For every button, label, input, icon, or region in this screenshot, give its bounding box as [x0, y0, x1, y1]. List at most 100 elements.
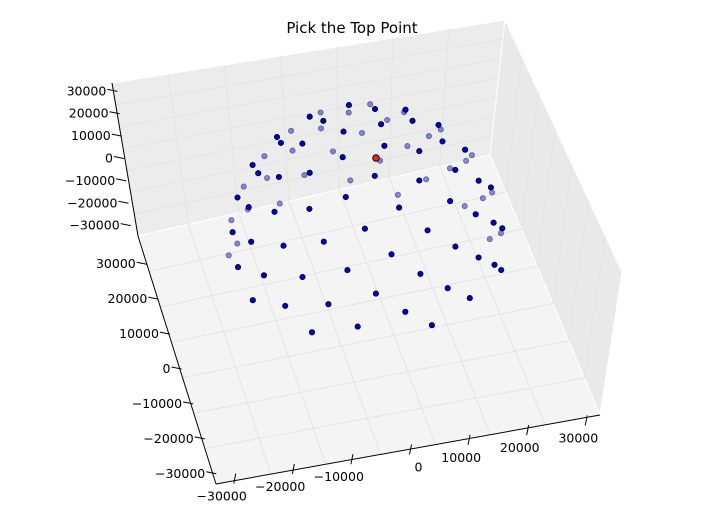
data-point[interactable] [288, 127, 295, 134]
data-point[interactable] [498, 266, 505, 274]
selected-top-point[interactable] [372, 154, 380, 162]
data-point[interactable] [344, 267, 351, 274]
data-point[interactable] [475, 177, 482, 184]
data-point[interactable] [245, 204, 252, 211]
front-axis-tick [148, 296, 159, 300]
data-point[interactable] [462, 146, 469, 153]
data-point[interactable] [248, 238, 255, 245]
data-point[interactable] [276, 200, 283, 207]
data-point[interactable] [489, 189, 496, 196]
data-point[interactable] [384, 116, 391, 124]
data-point[interactable] [452, 166, 459, 173]
data-point[interactable] [417, 270, 424, 277]
data-point[interactable] [277, 139, 284, 146]
data-point[interactable] [358, 129, 366, 137]
data-point[interactable] [345, 102, 352, 109]
data-point[interactable] [282, 302, 289, 309]
data-point[interactable] [264, 174, 271, 182]
data-point[interactable] [479, 195, 486, 202]
data-point[interactable] [240, 183, 247, 190]
data-point[interactable] [249, 161, 256, 169]
data-point[interactable] [234, 240, 241, 247]
data-point[interactable] [381, 142, 388, 149]
data-point[interactable] [280, 242, 287, 249]
data-point[interactable] [320, 117, 327, 124]
data-point[interactable] [325, 301, 332, 308]
data-point[interactable] [306, 169, 313, 176]
data-point[interactable] [299, 273, 306, 281]
data-point[interactable] [289, 147, 296, 154]
data-point[interactable] [301, 172, 308, 179]
data-point[interactable] [435, 121, 442, 128]
data-point[interactable] [416, 177, 423, 184]
floor-grid-line [160, 228, 522, 308]
data-point[interactable] [452, 243, 459, 250]
data-point[interactable] [306, 205, 313, 212]
bottom-axis-tick-label: −20000 [255, 479, 305, 494]
data-point[interactable] [394, 191, 401, 198]
data-point[interactable] [299, 140, 306, 147]
data-point[interactable] [425, 133, 432, 140]
left-axis-tick [113, 156, 125, 159]
data-point[interactable] [261, 153, 268, 160]
data-point[interactable] [225, 252, 232, 259]
data-point[interactable] [320, 238, 327, 245]
data-point[interactable] [388, 251, 395, 258]
data-point[interactable] [229, 229, 236, 236]
data-point[interactable] [446, 165, 454, 172]
data-point[interactable] [317, 125, 325, 132]
data-point[interactable] [271, 208, 278, 215]
data-point[interactable] [361, 225, 368, 232]
data-point[interactable] [466, 295, 473, 302]
data-point[interactable] [475, 254, 482, 261]
front-axis-tick-label: −10000 [132, 396, 182, 411]
data-point[interactable] [447, 198, 454, 205]
data-point[interactable] [396, 204, 403, 211]
data-point[interactable] [486, 236, 493, 243]
data-point[interactable] [255, 170, 262, 177]
data-point[interactable] [345, 109, 352, 116]
data-point[interactable] [234, 194, 241, 201]
data-point[interactable] [372, 290, 379, 297]
data-point[interactable] [308, 329, 316, 336]
data-point[interactable] [472, 211, 479, 218]
data-point[interactable] [228, 217, 235, 224]
floor-grid-line [193, 340, 569, 414]
data-point[interactable] [439, 138, 446, 145]
data-point[interactable] [404, 143, 411, 150]
data-point[interactable] [409, 117, 416, 124]
data-point[interactable] [423, 176, 430, 183]
data-point[interactable] [234, 264, 242, 271]
data-point[interactable] [402, 308, 409, 315]
floor-grid-line [388, 177, 491, 435]
data-point[interactable] [416, 148, 423, 155]
data-point[interactable] [491, 261, 498, 268]
data-point[interactable] [342, 193, 349, 201]
data-point[interactable] [444, 285, 451, 292]
data-point[interactable] [468, 152, 475, 159]
data-point[interactable] [428, 322, 435, 329]
data-point[interactable] [487, 184, 494, 191]
data-point[interactable] [273, 133, 281, 141]
data-point[interactable] [424, 227, 431, 234]
data-point[interactable] [317, 109, 324, 116]
data-point[interactable] [463, 157, 470, 164]
data-point[interactable] [378, 121, 385, 128]
data-point[interactable] [339, 154, 346, 161]
data-point[interactable] [275, 173, 282, 181]
data-point[interactable] [461, 203, 468, 210]
data-point[interactable] [340, 128, 347, 135]
data-point[interactable] [371, 172, 378, 179]
data-point[interactable] [490, 219, 497, 226]
data-point[interactable] [499, 225, 506, 232]
data-point[interactable] [354, 323, 361, 330]
data-point[interactable] [371, 105, 379, 113]
data-point[interactable] [367, 101, 374, 108]
data-point[interactable] [260, 272, 268, 279]
data-point[interactable] [329, 148, 337, 155]
data-point[interactable] [347, 177, 354, 184]
data-point[interactable] [306, 113, 313, 120]
data-point[interactable] [402, 106, 409, 113]
data-point[interactable] [249, 297, 256, 304]
